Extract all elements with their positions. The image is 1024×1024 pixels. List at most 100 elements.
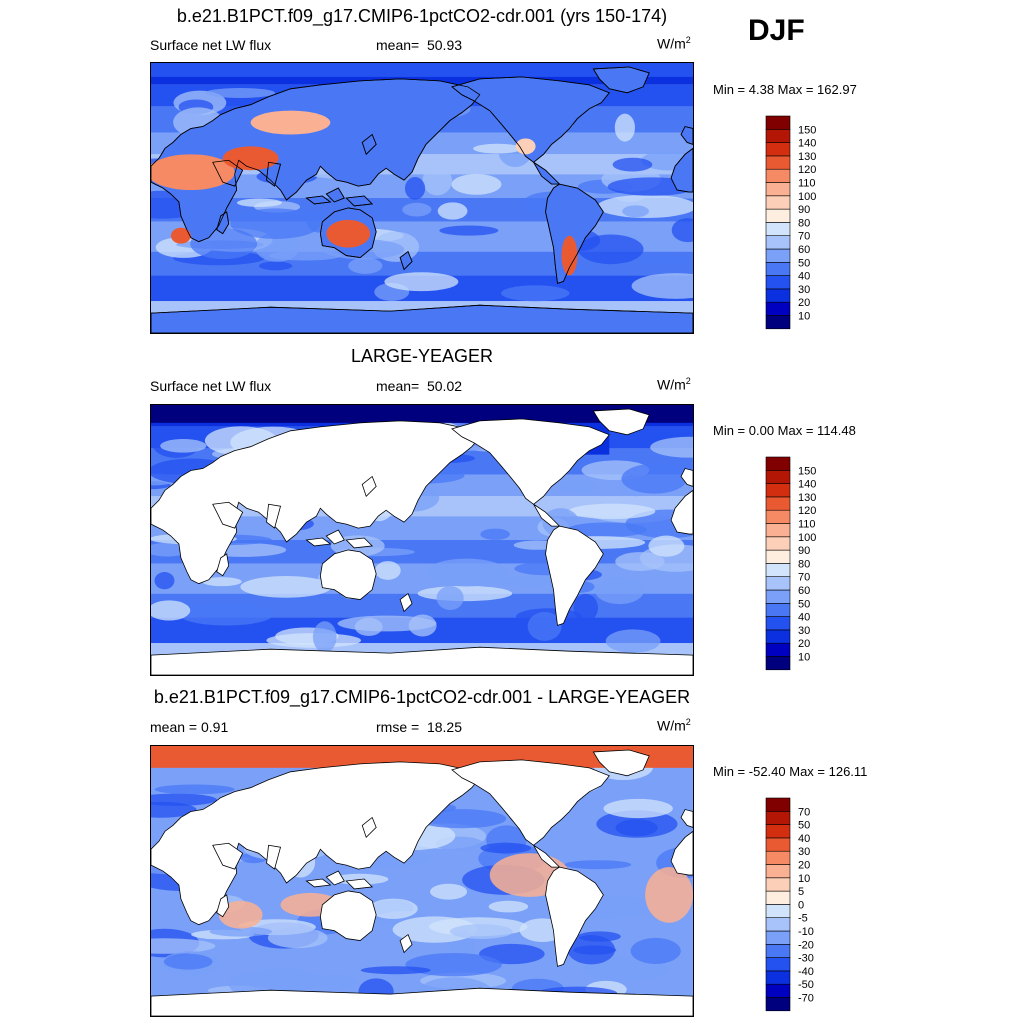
- colorbar-3-label-0: -70: [798, 993, 814, 1005]
- colorbar-3-label-11: 30: [798, 846, 810, 858]
- panel-3-units: W/m2: [657, 717, 691, 734]
- panel-2-units-base: W/m: [657, 376, 686, 393]
- colorbar-3-swatch-13: [765, 824, 791, 839]
- panel-3-units-base: W/m: [657, 717, 686, 734]
- colorbar-3-label-8: 5: [798, 886, 804, 898]
- panel-2-variable: Surface net LW flux: [150, 378, 272, 394]
- colorbar-2-label-4: 50: [798, 598, 810, 610]
- colorbar-1-swatch-4: [765, 262, 791, 276]
- colorbar-1-swatch-7: [765, 222, 791, 237]
- colorbar-1-swatch-14: [765, 129, 791, 143]
- colorbar-2-label-1: 20: [798, 638, 810, 650]
- colorbar-3-swatch-10: [765, 864, 791, 879]
- panel-1-units-exp: 2: [685, 35, 691, 45]
- colorbar-3-label-12: 40: [798, 833, 810, 845]
- colorbar-2-swatch-7: [765, 563, 791, 578]
- colorbar-1-label-6: 70: [798, 231, 810, 243]
- panel-3-colorbar: -70 -50 -40 -30 -20 -10 -5 0 5 10 20 30 40 50 70: [765, 797, 826, 1012]
- colorbar-2-label-5: 60: [798, 585, 810, 597]
- panel-2-mean: mean= 50.02: [376, 378, 462, 394]
- colorbar-1-label-12: 130: [798, 151, 816, 163]
- colorbar-1-label-2: 30: [798, 284, 810, 296]
- colorbar-2-swatch-8: [765, 549, 791, 564]
- colorbar-3-swatch-2: [765, 970, 791, 985]
- colorbar-2-label-14: 150: [798, 465, 816, 477]
- colorbar-3-swatch-1: [765, 983, 791, 998]
- colorbar-3-label-3: -30: [798, 953, 814, 965]
- colorbar-2-label-8: 90: [798, 545, 810, 557]
- colorbar-2-swatch-12: [765, 496, 791, 511]
- colorbar-3-label-7: 0: [798, 899, 804, 911]
- panel-2-title: LARGE-YEAGER: [350, 346, 494, 366]
- colorbar-1-label-13: 140: [798, 138, 816, 150]
- colorbar-2-swatch-9: [765, 536, 791, 551]
- panel-1-title: b.e21.B1PCT.f09_g17.CMIP6-1pctCO2-cdr.00…: [176, 6, 668, 26]
- colorbar-1-swatch-8: [765, 208, 791, 223]
- colorbar-1-swatch-6: [765, 235, 791, 250]
- colorbar-2-label-11: 120: [798, 505, 816, 517]
- panel-3-map: [150, 745, 694, 1017]
- panel-1-mean: mean= 50.93: [376, 37, 462, 53]
- colorbar-3-label-4: -20: [798, 939, 814, 951]
- colorbar-2-swatch-0: [765, 656, 791, 671]
- colorbar-1-swatch-0: [765, 315, 791, 330]
- panel-1-map: [150, 62, 694, 334]
- panel-2-minmax: Min = 0.00 Max = 114.48: [713, 423, 856, 438]
- colorbar-1-label-14: 150: [798, 124, 816, 136]
- colorbar-3-swatch-0: [765, 997, 791, 1012]
- panel-1-variable: Surface net LW flux: [150, 37, 272, 53]
- colorbar-3-label-1: -50: [798, 979, 814, 991]
- colorbar-3-swatch-11: [765, 850, 791, 865]
- colorbar-3-swatch-7: [765, 904, 791, 919]
- panel-2-units: W/m2: [657, 376, 691, 393]
- colorbar-2-swatch-13: [765, 483, 791, 498]
- panel-3-rmse: rmse = 18.25: [376, 719, 462, 735]
- colorbar-1-swatch-13: [765, 142, 791, 157]
- panel-3-units-exp: 2: [685, 717, 691, 727]
- colorbar-1-swatch-5: [765, 248, 791, 263]
- colorbar-1-swatch-9: [765, 195, 791, 210]
- colorbar-1-swatch-15: [765, 115, 791, 130]
- colorbar-1-label-5: 60: [798, 244, 810, 256]
- colorbar-2-swatch-2: [765, 629, 791, 644]
- colorbar-3-label-13: 50: [798, 820, 810, 832]
- panel-3-map-plot: [151, 746, 693, 1016]
- season-label: DJF: [748, 14, 805, 47]
- panel-3-minmax: Min = -52.40 Max = 126.11: [713, 764, 868, 779]
- colorbar-3-label-6: -5: [798, 913, 808, 925]
- colorbar-2-label-6: 70: [798, 572, 810, 584]
- colorbar-1-swatch-11: [765, 168, 791, 183]
- colorbar-1-label-9: 100: [798, 191, 816, 203]
- colorbar-2-swatch-5: [765, 589, 791, 604]
- panel-1-mean-value: 50.93: [426, 37, 463, 53]
- colorbar-1-label-10: 110: [798, 178, 816, 190]
- colorbar-2-swatch-15: [765, 456, 791, 471]
- panel-2-colorbar: 10 20 30 40 50 60 70 80 90 100 110 120 130 140 150: [765, 456, 826, 671]
- colorbar-3-label-9: 10: [798, 873, 810, 885]
- colorbar-3-swatch-15: [765, 797, 791, 812]
- colorbar-2-swatch-14: [765, 470, 791, 484]
- panel-1-units-base: W/m: [657, 35, 686, 52]
- panel-3-mean: mean = 0.91: [150, 719, 229, 735]
- colorbar-2-label-13: 140: [798, 479, 816, 491]
- panel-1-colorbar: 10 20 30 40 50 60 70 80 90 100 110 120 130 140 150: [765, 115, 826, 330]
- colorbar-2-label-10: 110: [798, 519, 816, 531]
- panel-1-map-plot: [151, 63, 693, 333]
- colorbar-2-swatch-10: [765, 523, 791, 538]
- colorbar-3-swatch-6: [765, 917, 791, 932]
- panel-1-minmax: Min = 4.38 Max = 162.97: [713, 82, 857, 97]
- colorbar-2-label-7: 80: [798, 558, 810, 570]
- panel-3-title: b.e21.B1PCT.f09_g17.CMIP6-1pctCO2-cdr.00…: [153, 687, 691, 707]
- colorbar-1-label-0: 10: [798, 311, 810, 323]
- panel-2-map-plot: [151, 405, 693, 675]
- colorbar-2-label-9: 100: [798, 532, 816, 544]
- panel-1-mean-label: mean=: [376, 37, 420, 53]
- colorbar-2-label-0: 10: [798, 652, 810, 664]
- panel-1-units: W/m2: [657, 35, 691, 52]
- colorbar-3-label-14: 70: [798, 806, 810, 818]
- colorbar-3-swatch-3: [765, 957, 791, 972]
- colorbar-1-label-3: 40: [798, 271, 810, 283]
- colorbar-2-label-3: 40: [798, 612, 810, 624]
- colorbar-2-swatch-6: [765, 576, 791, 591]
